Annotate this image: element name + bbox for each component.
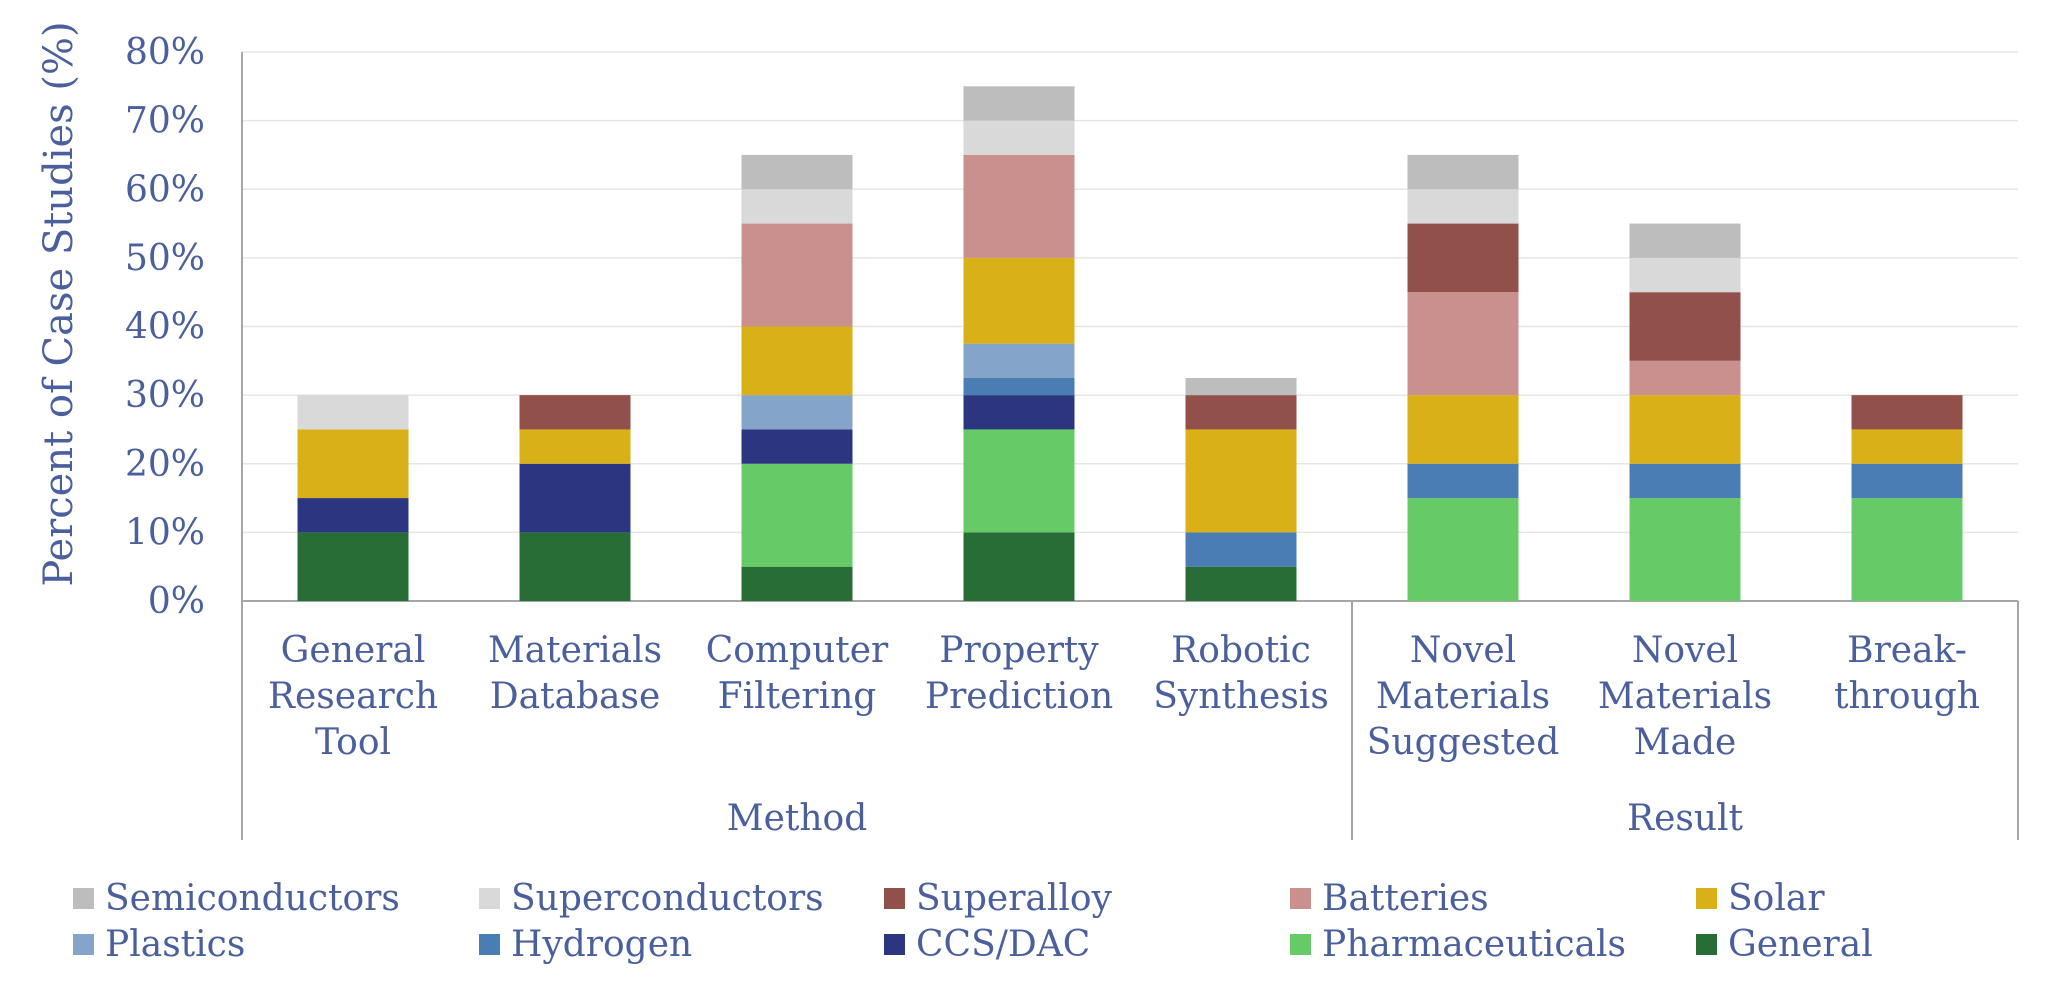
bar-segment-semiconductors [1407, 154, 1519, 190]
x-category-label: Novel Materials Suggested [1367, 630, 1560, 763]
y-tick-label: 40% [125, 307, 205, 348]
bar-segment-solar [1407, 395, 1519, 464]
bar-segment-pharmaceuticals [741, 463, 853, 567]
bar-segment-pharmaceuticals [1407, 498, 1519, 601]
y-tick-label: 20% [125, 444, 205, 485]
axis-labels: 0% 10% 20% 30% 40% 50% 60% 70% 80% Method Result Ge… [125, 32, 1980, 839]
legend-swatch [73, 888, 94, 909]
y-tick-label: 10% [125, 512, 205, 553]
legend-label: Superconductors [511, 878, 824, 919]
bar-segment-general [741, 566, 853, 601]
y-tick-label: 80% [125, 32, 205, 73]
bar-segment-batteries [1407, 292, 1519, 396]
bar-segment-semiconductors [1185, 377, 1297, 396]
bar-segment-general [297, 532, 409, 601]
bar-segment-plastics [963, 343, 1075, 378]
bar-segment-superconductors [297, 395, 409, 430]
bar-segment-pharmaceuticals [1629, 498, 1741, 601]
legend-swatch [884, 934, 905, 955]
legend-label: CCS/DAC [916, 924, 1090, 965]
bar-segment-superconductors [1407, 189, 1519, 224]
bar-segment-solar [963, 257, 1075, 344]
bar-segment-general [1185, 566, 1297, 601]
x-category-label: Materials Database [488, 630, 662, 717]
x-category-label: Property Prediction [925, 630, 1113, 717]
x-category-label: Novel Materials Made [1598, 630, 1772, 763]
bar-segment-hydrogen [1629, 463, 1741, 499]
bar-segment-superalloy [519, 395, 631, 430]
legend-label: Hydrogen [511, 924, 692, 965]
bar-segment-semiconductors [741, 154, 853, 190]
legend-swatch [73, 934, 94, 955]
bar-segment-general [519, 532, 631, 601]
bar-segment-semiconductors [1629, 223, 1741, 258]
bar-segment-superconductors [1629, 257, 1741, 293]
bar-segment-superconductors [741, 189, 853, 224]
bars [297, 86, 1963, 601]
bar-segment-general [963, 532, 1075, 601]
legend: Semiconductors Superconductors Superalloy B… [73, 878, 1873, 965]
bar-segment-pharmaceuticals [1851, 498, 1963, 601]
bar-segment-superalloy [1185, 395, 1297, 430]
bar-segment-solar [1629, 395, 1741, 464]
x-category-label: Break-through [1834, 630, 1980, 717]
legend-label: Pharmaceuticals [1322, 924, 1626, 965]
legend-swatch [1290, 888, 1311, 909]
bar-segment-pharmaceuticals [963, 429, 1075, 533]
bar-segment-superalloy [1629, 292, 1741, 361]
x-category-label: General Research Tool [268, 630, 438, 763]
gridlines [242, 51, 2018, 534]
x-category-label: Robotic Synthesis [1153, 630, 1329, 717]
legend-swatch [1696, 888, 1717, 909]
bar-segment-solar [519, 429, 631, 464]
axes [241, 52, 2019, 840]
x-category-label: Computer Filtering [706, 630, 889, 717]
bar-segment-batteries [1629, 360, 1741, 396]
legend-swatch [1290, 934, 1311, 955]
bar-segment-solar [741, 326, 853, 396]
bar-segment-hydrogen [1407, 463, 1519, 499]
bar-segment-superalloy [1851, 395, 1963, 430]
legend-label: General [1728, 924, 1873, 965]
legend-label: Semiconductors [105, 878, 400, 919]
bar-segment-plastics [741, 395, 853, 430]
bar-segment-ccs-dac [963, 395, 1075, 430]
bar-segment-hydrogen [963, 377, 1075, 396]
group-label: Result [1627, 798, 1744, 839]
bar-segment-solar [1185, 429, 1297, 533]
legend-swatch [479, 888, 500, 909]
legend-label: Batteries [1322, 878, 1489, 919]
group-label: Method [727, 798, 868, 839]
legend-swatch [884, 888, 905, 909]
y-axis-title: Percent of Case Studies (%) [36, 21, 82, 586]
legend-label: Plastics [105, 924, 245, 965]
legend-swatch [479, 934, 500, 955]
bar-segment-ccs-dac [297, 498, 409, 533]
bar-segment-semiconductors [963, 86, 1075, 121]
legend-label: Superalloy [916, 878, 1113, 919]
legend-swatch [1696, 934, 1717, 955]
y-tick-label: 70% [125, 101, 205, 142]
bar-segment-hydrogen [1185, 532, 1297, 567]
y-tick-label: 50% [125, 238, 205, 279]
y-tick-label: 30% [125, 375, 205, 416]
y-tick-label: 0% [148, 581, 205, 622]
y-tick-label: 60% [125, 169, 205, 210]
legend-label: Solar [1728, 878, 1825, 919]
bar-segment-solar [297, 429, 409, 499]
bar-segment-solar [1851, 429, 1963, 464]
bar-segment-hydrogen [1851, 463, 1963, 499]
bar-segment-superalloy [1407, 223, 1519, 293]
bar-segment-batteries [741, 223, 853, 327]
bar-segment-ccs-dac [519, 463, 631, 533]
bar-segment-batteries [963, 154, 1075, 258]
bar-segment-superconductors [963, 120, 1075, 155]
bar-segment-ccs-dac [741, 429, 853, 464]
